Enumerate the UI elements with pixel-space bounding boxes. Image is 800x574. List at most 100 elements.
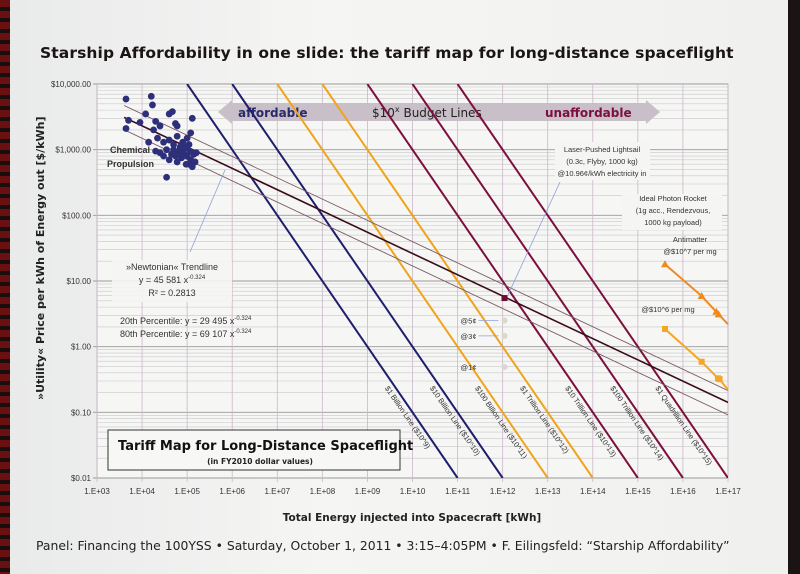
budget-line bbox=[231, 84, 504, 478]
lightsail-alt-label: @3¢ bbox=[461, 332, 477, 341]
chemical-data-point bbox=[173, 122, 181, 130]
chemical-data-point bbox=[122, 95, 130, 103]
y-tick-label: $100.00 bbox=[62, 211, 91, 220]
chemical-data-point bbox=[165, 156, 173, 164]
y-tick-label: $1,000.00 bbox=[55, 146, 91, 155]
chemical-data-point bbox=[149, 101, 156, 109]
chemical-data-point bbox=[183, 134, 191, 142]
chemical-data-point bbox=[173, 158, 181, 166]
photon-rocket-annotation: Ideal Photon Rocket (1g acc., Rendezvous… bbox=[622, 194, 722, 314]
lightsail-alt-point bbox=[501, 332, 508, 339]
x-tick-label: 1.E+06 bbox=[219, 487, 245, 496]
chemical-data-point bbox=[122, 125, 130, 132]
band-center: $10x Budget Lines bbox=[372, 105, 482, 120]
inner-title: Tariff Map for Long-Distance Spaceflight bbox=[118, 439, 413, 454]
chart-marks bbox=[122, 92, 729, 391]
x-tick-label: 1.E+04 bbox=[129, 487, 155, 496]
lightsail-alt-point bbox=[501, 317, 508, 324]
chemical-data-point bbox=[188, 114, 196, 122]
x-tick-label: 1.E+15 bbox=[625, 487, 651, 496]
antimatter-6-label: @$10^6 per mg bbox=[641, 305, 694, 314]
budget-line bbox=[321, 84, 594, 478]
chemical-data-point bbox=[163, 173, 170, 181]
x-tick-label: 1.E+14 bbox=[580, 487, 606, 496]
budget-line bbox=[276, 84, 549, 478]
antimatter-marker bbox=[716, 376, 723, 383]
x-tick-label: 1.E+05 bbox=[174, 487, 200, 496]
inner-subtitle: (in FY2010 dollar values) bbox=[207, 457, 313, 466]
budget-line bbox=[186, 84, 459, 478]
y-tick-label: $0.01 bbox=[71, 474, 92, 483]
x-tick-label: 1.E+10 bbox=[400, 487, 426, 496]
svg-text:1000 kg payload): 1000 kg payload) bbox=[644, 218, 702, 227]
lightsail-alt-label: @5¢ bbox=[461, 317, 477, 326]
svg-text:Chemical: Chemical bbox=[110, 145, 150, 155]
chemical-data-point bbox=[187, 129, 195, 137]
chemical-data-point bbox=[152, 117, 160, 125]
lightsail-annotation: Laser-Pushed Lightsail (0.3c, Flyby, 100… bbox=[507, 142, 650, 296]
x-tick-label: 1.E+12 bbox=[490, 487, 516, 496]
antimatter-marker bbox=[661, 325, 668, 332]
chemical-data-point bbox=[145, 138, 153, 146]
trendline-name: »Newtonian« Trendline bbox=[126, 262, 218, 272]
band-center-suffix: Budget Lines bbox=[400, 106, 482, 120]
x-tick-label: 1.E+07 bbox=[264, 487, 290, 496]
trendline-equation: y = 45 581 x-0.324 bbox=[139, 275, 206, 285]
y-tick-label: $10.00 bbox=[67, 277, 92, 286]
lightsail-point bbox=[501, 295, 508, 302]
chemical-data-point bbox=[168, 108, 176, 115]
percentile-line bbox=[123, 129, 728, 416]
y-axis-label: »Utility« Price per kWh of Energy out [$… bbox=[34, 117, 47, 401]
x-tick-label: 1.E+13 bbox=[535, 487, 561, 496]
slide-title: Starship Affordability in one slide: the… bbox=[40, 44, 734, 62]
lightsail-pointer bbox=[507, 181, 561, 296]
percentile-20-label: 20th Percentile: y = 29 495 x-0.324 bbox=[120, 316, 252, 326]
x-tick-label: 1.E+16 bbox=[670, 487, 696, 496]
svg-text:(1g acc., Rendezvous,: (1g acc., Rendezvous, bbox=[636, 206, 711, 215]
trendline-annotation: »Newtonian« Trendline y = 45 581 x-0.324… bbox=[112, 169, 252, 339]
y-tick-label: $1.00 bbox=[71, 343, 92, 352]
screen-edge-left bbox=[0, 0, 10, 574]
y-tick-label: $10,000.00 bbox=[51, 80, 92, 89]
band-center-sup: x bbox=[395, 105, 400, 114]
chemical-data-point bbox=[186, 147, 194, 155]
antimatter-marker bbox=[660, 260, 669, 268]
budget-line bbox=[456, 84, 728, 478]
chemical-data-point bbox=[154, 134, 161, 142]
x-tick-label: 1.E+09 bbox=[355, 487, 381, 496]
y-tick-label: $0.10 bbox=[71, 408, 92, 417]
chemical-data-point bbox=[163, 146, 170, 154]
x-axis-label: Total Energy injected into Spacecraft [k… bbox=[283, 512, 541, 524]
chemical-data-point bbox=[160, 138, 167, 146]
chemical-data-point bbox=[176, 143, 184, 151]
svg-text:@10.96¢/kWh electricity in: @10.96¢/kWh electricity in bbox=[558, 169, 647, 178]
x-tick-label: 1.E+08 bbox=[310, 487, 336, 496]
trendline-r2: R² = 0.2813 bbox=[148, 288, 195, 298]
slide-footer: Panel: Financing the 100YSS • Saturday, … bbox=[36, 538, 730, 553]
chemical-data-point bbox=[188, 163, 196, 171]
chemical-data-point bbox=[170, 141, 177, 148]
antimatter-marker bbox=[697, 292, 706, 300]
lightsail-alt-label: @1¢ bbox=[461, 363, 477, 372]
chemical-data-point bbox=[192, 149, 200, 157]
chemical-label: Chemical Propulsion bbox=[107, 145, 154, 169]
antimatter-7-label2: @$10^7 per mg bbox=[663, 247, 716, 256]
chemical-data-point bbox=[160, 152, 167, 160]
antimatter-marker bbox=[714, 310, 723, 318]
chemical-data-point bbox=[125, 116, 132, 124]
inner-title-box: Tariff Map for Long-Distance Spaceflight… bbox=[107, 429, 413, 471]
chemical-data-point bbox=[147, 92, 155, 100]
percentile-line bbox=[123, 105, 728, 391]
chemical-data-point bbox=[152, 147, 160, 155]
chemical-data-point bbox=[173, 132, 181, 140]
svg-text:Laser-Pushed Lightsail: Laser-Pushed Lightsail bbox=[564, 145, 641, 154]
trendline-pointer bbox=[189, 169, 226, 253]
budget-line bbox=[411, 84, 684, 478]
antimatter-7-label1: Antimatter bbox=[673, 235, 708, 244]
svg-text:(0.3c, Flyby, 1000 kg): (0.3c, Flyby, 1000 kg) bbox=[566, 157, 638, 166]
lightsail-alt-point bbox=[501, 364, 508, 371]
antimatter-marker bbox=[698, 358, 705, 365]
percentile-80-label: 80th Percentile: y = 69 107 x-0.324 bbox=[120, 329, 252, 339]
svg-text:Propulsion: Propulsion bbox=[107, 159, 154, 169]
